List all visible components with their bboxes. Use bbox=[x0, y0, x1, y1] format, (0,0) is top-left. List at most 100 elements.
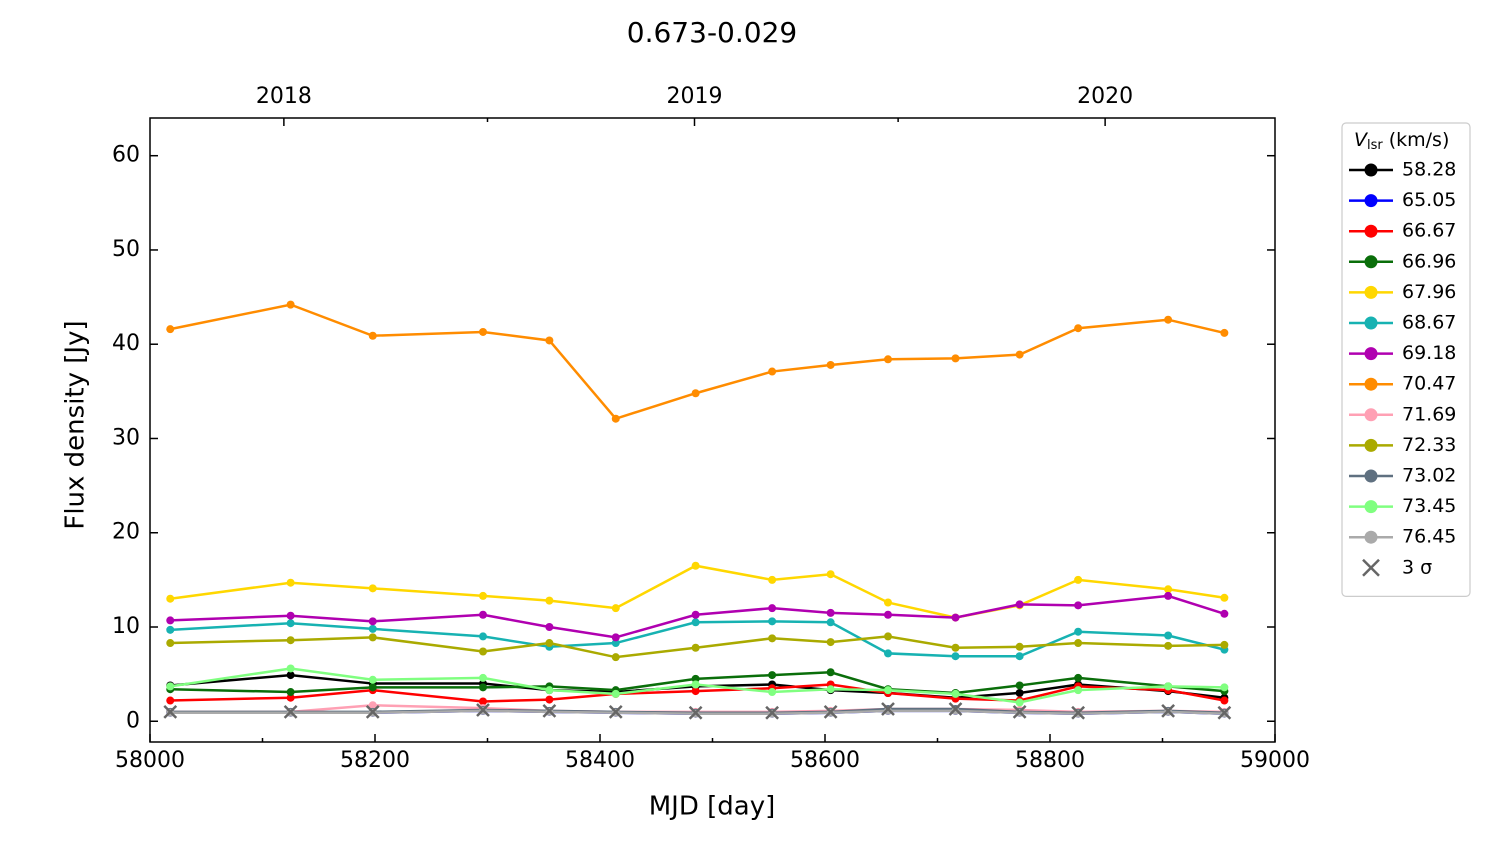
data-point bbox=[884, 706, 892, 715]
x-tick-label: 58000 bbox=[115, 748, 185, 773]
cross-marker bbox=[881, 702, 895, 716]
data-point bbox=[1074, 639, 1083, 648]
series bbox=[166, 300, 1229, 423]
data-point bbox=[1015, 642, 1024, 651]
legend-title-part: V bbox=[1354, 129, 1369, 151]
data-point bbox=[368, 617, 377, 626]
legend-label: 68.67 bbox=[1402, 312, 1456, 334]
y-tick-label: 10 bbox=[112, 614, 140, 639]
data-point bbox=[1220, 328, 1229, 337]
data-point bbox=[286, 671, 295, 680]
data-point bbox=[479, 697, 487, 706]
data-point bbox=[368, 701, 377, 710]
data-point bbox=[884, 649, 892, 658]
x-tick-label: 58800 bbox=[1015, 748, 1085, 773]
data-point bbox=[826, 570, 835, 579]
series-line bbox=[170, 303, 1225, 421]
data-point bbox=[545, 596, 554, 605]
data-point bbox=[1074, 601, 1083, 610]
data-point bbox=[951, 706, 960, 715]
x-axis-label: MJD [day] bbox=[649, 792, 776, 822]
cross-marker bbox=[163, 704, 178, 719]
legend-swatch-marker bbox=[1364, 194, 1378, 208]
cross-marker bbox=[823, 704, 838, 719]
cross-marker bbox=[1012, 704, 1027, 719]
data-point bbox=[884, 598, 892, 607]
data-point bbox=[691, 674, 700, 683]
data-point bbox=[368, 675, 377, 684]
data-point bbox=[951, 689, 960, 698]
data-point bbox=[1015, 681, 1024, 690]
y-tick-label: 50 bbox=[112, 237, 140, 262]
legend-label: 65.05 bbox=[1402, 189, 1456, 211]
cross-marker bbox=[1161, 704, 1176, 718]
data-point bbox=[1015, 688, 1024, 697]
data-point bbox=[545, 336, 554, 345]
data-point bbox=[166, 639, 175, 648]
legend-label: 66.67 bbox=[1402, 220, 1456, 242]
data-point bbox=[479, 647, 487, 656]
legend-swatch-marker bbox=[1364, 530, 1378, 544]
cross-marker bbox=[365, 704, 380, 719]
legend-swatch-marker bbox=[1364, 469, 1378, 483]
data-point bbox=[768, 604, 777, 613]
series bbox=[166, 591, 1229, 642]
data-point bbox=[545, 639, 554, 648]
legend-swatch-marker bbox=[1364, 500, 1378, 514]
x2-tick-label: 2020 bbox=[1077, 84, 1133, 109]
legend-swatch-marker bbox=[1364, 438, 1378, 452]
cross-marker bbox=[608, 704, 623, 719]
series bbox=[166, 617, 1229, 661]
data-point bbox=[884, 355, 892, 364]
data-point bbox=[691, 389, 700, 398]
legend-swatch-marker bbox=[1364, 285, 1378, 299]
data-point bbox=[691, 680, 700, 689]
data-point bbox=[479, 327, 487, 336]
cross-marker bbox=[1217, 705, 1232, 720]
data-point bbox=[368, 624, 377, 633]
data-point bbox=[691, 610, 700, 619]
data-point bbox=[1015, 698, 1024, 707]
data-point bbox=[768, 688, 777, 697]
legend-label: 76.45 bbox=[1402, 526, 1456, 548]
y-tick-label: 30 bbox=[112, 425, 140, 450]
data-point bbox=[479, 610, 487, 619]
data-point bbox=[1074, 324, 1083, 333]
data-point bbox=[951, 652, 960, 661]
y-tick-label: 60 bbox=[112, 143, 140, 168]
data-point bbox=[1164, 315, 1173, 324]
data-point bbox=[1074, 673, 1083, 682]
data-point bbox=[611, 653, 620, 662]
legend-label: 3 σ bbox=[1402, 556, 1432, 578]
data-point bbox=[1074, 575, 1083, 584]
data-point bbox=[611, 633, 620, 642]
data-point bbox=[1015, 652, 1024, 661]
legend-swatch-marker bbox=[1364, 316, 1378, 330]
series-line bbox=[170, 564, 1225, 619]
legend-swatch-marker bbox=[1364, 347, 1378, 361]
data-point bbox=[768, 671, 777, 680]
data-point bbox=[691, 561, 700, 570]
data-point bbox=[368, 584, 377, 593]
legend-label: 66.96 bbox=[1402, 250, 1456, 272]
data-point bbox=[611, 689, 620, 698]
data-point bbox=[286, 619, 295, 628]
data-point bbox=[545, 686, 554, 695]
data-point bbox=[479, 591, 487, 600]
data-point bbox=[286, 693, 295, 702]
cross-marker bbox=[688, 705, 703, 720]
data-point bbox=[479, 683, 487, 692]
x2-tick-label: 2018 bbox=[256, 84, 312, 109]
legend-label: 58.28 bbox=[1402, 159, 1456, 181]
data-point bbox=[1015, 350, 1024, 359]
y-tick-label: 40 bbox=[112, 331, 140, 356]
legend-label: 71.69 bbox=[1402, 403, 1456, 425]
data-point bbox=[611, 604, 620, 613]
data-point bbox=[1220, 683, 1229, 692]
legend-label: 69.18 bbox=[1402, 342, 1456, 364]
data-point bbox=[611, 639, 620, 648]
plot-frame bbox=[149, 117, 1276, 743]
data-point bbox=[286, 300, 295, 309]
legend-label: 73.45 bbox=[1402, 495, 1456, 517]
